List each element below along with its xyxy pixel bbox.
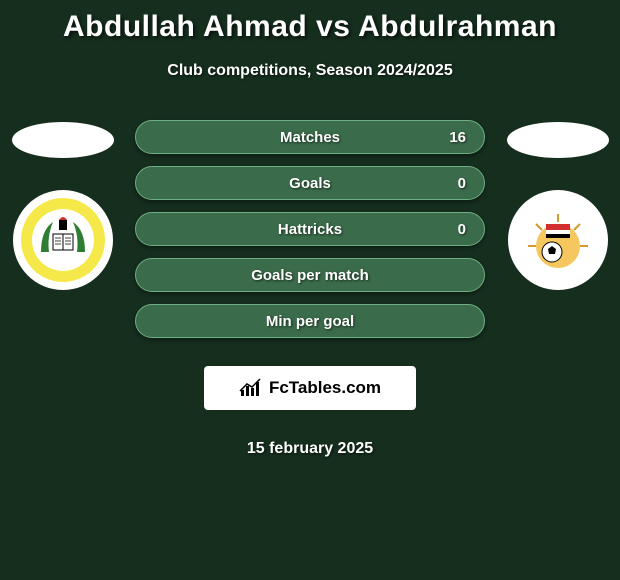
brand-name: FcTables.com [269, 378, 381, 398]
date-text: 15 february 2025 [135, 440, 485, 458]
book-laurel-icon [35, 212, 91, 268]
stat-label: Matches [280, 129, 340, 146]
left-club-badge [13, 190, 113, 290]
stat-label: Goals per match [251, 267, 369, 284]
football-sun-icon [522, 204, 594, 276]
right-player-col [505, 120, 610, 290]
subtitle: Club competitions, Season 2024/2025 [0, 62, 620, 80]
player-photo-placeholder-left [12, 122, 114, 158]
stat-value-right: 0 [458, 175, 466, 192]
stats-column: Matches 16 Goals 0 Hattricks 0 Goals per… [135, 120, 485, 458]
stat-min-per-goal: Min per goal [135, 304, 485, 338]
bar-chart-icon [239, 378, 263, 398]
stat-label: Goals [289, 175, 331, 192]
right-club-badge [508, 190, 608, 290]
left-club-badge-outer [21, 198, 105, 282]
player-photo-placeholder-right [507, 122, 609, 158]
stat-label: Hattricks [278, 221, 342, 238]
stat-value-right: 16 [449, 129, 466, 146]
stat-goals: Goals 0 [135, 166, 485, 200]
stat-matches: Matches 16 [135, 120, 485, 154]
stat-hattricks: Hattricks 0 [135, 212, 485, 246]
brand-logo-box: FcTables.com [204, 366, 416, 410]
left-player-col [10, 120, 115, 290]
left-club-badge-inner [32, 209, 94, 271]
stat-label: Min per goal [266, 313, 354, 330]
comparison-row: Matches 16 Goals 0 Hattricks 0 Goals per… [0, 120, 620, 458]
stat-goals-per-match: Goals per match [135, 258, 485, 292]
stat-value-right: 0 [458, 221, 466, 238]
right-club-badge-inner [518, 200, 598, 280]
page-title: Abdullah Ahmad vs Abdulrahman [0, 0, 620, 44]
